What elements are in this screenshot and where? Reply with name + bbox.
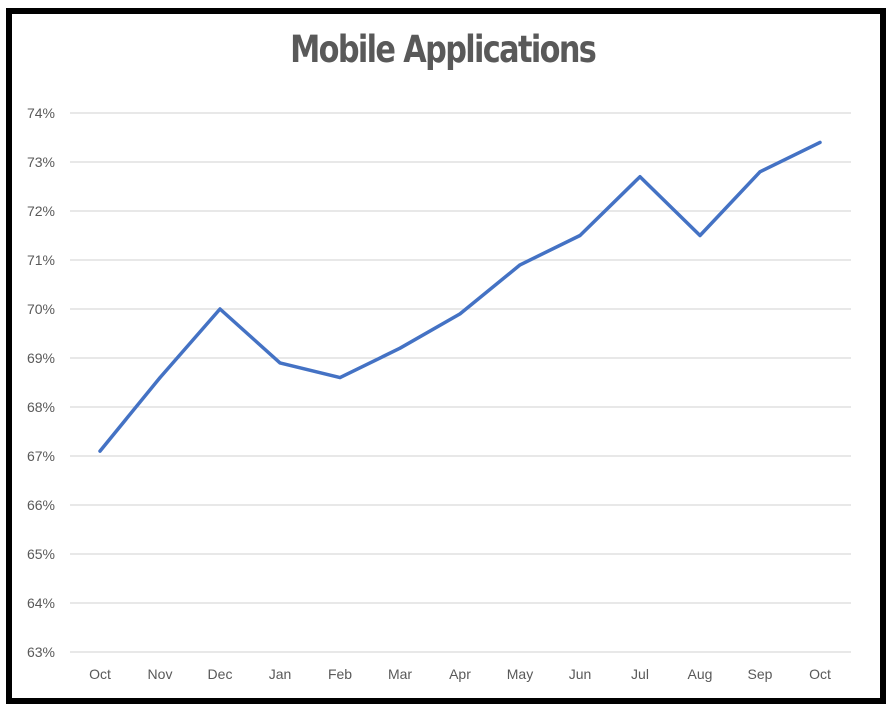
series-layer (98, 140, 822, 453)
x-tick-label: May (507, 666, 533, 682)
x-tick-label: Apr (449, 666, 471, 682)
chart-title: Mobile Applications (290, 28, 597, 71)
y-tick-label: 63% (27, 644, 55, 660)
x-tick-label: Oct (89, 666, 111, 682)
x-tick-label: Aug (688, 666, 713, 682)
y-tick-label: 64% (27, 595, 55, 611)
data-point (218, 307, 222, 311)
chart-frame (6, 8, 886, 704)
x-axis-ticks: Oct Nov Dec Jan Feb Mar Apr May Jun Jul Aug Sep Oct (89, 666, 831, 682)
y-tick-label: 69% (27, 350, 55, 366)
data-point (158, 376, 162, 380)
x-tick-label: Feb (328, 666, 352, 682)
x-tick-label: Nov (148, 666, 173, 682)
x-tick-label: Dec (208, 666, 233, 682)
y-tick-label: 68% (27, 399, 55, 415)
data-point (818, 140, 822, 144)
y-tick-label: 72% (27, 203, 55, 219)
data-point (398, 346, 402, 350)
x-tick-label: Jul (631, 666, 649, 682)
y-tick-label: 73% (27, 154, 55, 170)
y-tick-label: 70% (27, 301, 55, 317)
x-tick-label: Mar (388, 666, 412, 682)
data-point (638, 175, 642, 179)
x-tick-label: Jun (569, 666, 592, 682)
data-point (518, 263, 522, 267)
data-point (278, 361, 282, 365)
gridlines (70, 112, 851, 653)
data-point (698, 234, 702, 237)
series-line (98, 140, 822, 453)
data-point (338, 376, 342, 380)
y-tick-label: 67% (27, 448, 55, 464)
x-tick-label: Oct (809, 666, 831, 682)
y-tick-label: 71% (27, 252, 55, 268)
y-tick-label: 66% (27, 497, 55, 513)
y-axis-ticks: 63% 64% 65% 66% 67% 68% 69% 70% 71% 72% 73% 74% (27, 105, 55, 660)
data-point (578, 234, 582, 237)
x-tick-label: Sep (748, 666, 773, 682)
y-tick-label: 65% (27, 546, 55, 562)
data-point (758, 170, 762, 174)
y-tick-label: 74% (27, 105, 55, 121)
data-point (98, 449, 102, 453)
data-point (458, 312, 462, 316)
x-tick-label: Jan (269, 666, 292, 682)
